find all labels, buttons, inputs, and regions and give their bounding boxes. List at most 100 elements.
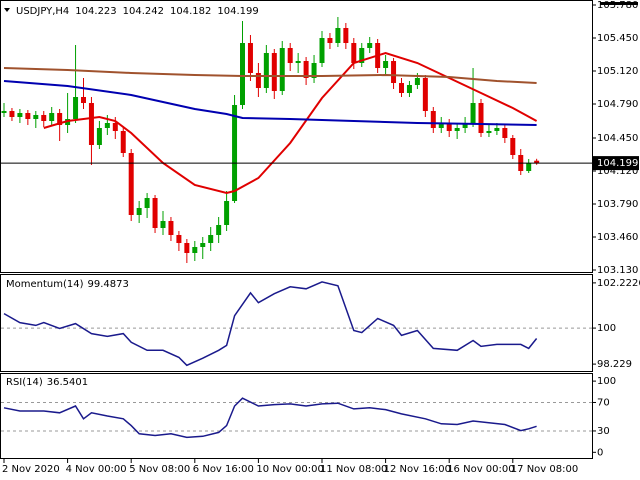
candle-body bbox=[128, 153, 134, 215]
candle-body bbox=[510, 138, 516, 155]
header-value: 99.4873 bbox=[88, 279, 129, 290]
candle-body bbox=[255, 73, 261, 88]
candle-body bbox=[1, 111, 7, 113]
candle-body bbox=[104, 123, 110, 128]
y-tick-label: 98.229 bbox=[597, 359, 632, 370]
candle-body bbox=[486, 131, 492, 133]
momentum-panel bbox=[0, 274, 593, 372]
candle-body bbox=[335, 28, 341, 43]
candle-body bbox=[438, 123, 444, 128]
y-tick-label: 100 bbox=[597, 376, 616, 387]
x-tick-label: 4 Nov 00:00 bbox=[66, 464, 127, 475]
candle-body bbox=[478, 103, 484, 133]
candle-body bbox=[73, 97, 79, 119]
candle-body bbox=[232, 105, 238, 201]
candle-body bbox=[184, 243, 190, 253]
moving-average bbox=[3, 80, 537, 126]
candle-body bbox=[33, 115, 39, 119]
candle-body bbox=[391, 61, 397, 83]
candle-body bbox=[81, 97, 86, 103]
x-tick-label: 6 Nov 16:00 bbox=[193, 464, 254, 475]
x-tick-label: 12 Nov 16:00 bbox=[384, 464, 451, 475]
y-tick-label: 104.790 bbox=[597, 99, 638, 110]
candle-body bbox=[263, 53, 269, 88]
candle-body bbox=[271, 53, 277, 91]
collapse-arrow bbox=[4, 8, 10, 12]
candle-body bbox=[406, 85, 412, 93]
price-label: 104.199 bbox=[597, 158, 638, 169]
candle-body bbox=[49, 113, 55, 121]
y-tick-label: 103.460 bbox=[597, 232, 638, 243]
y-tick-label: 100 bbox=[597, 323, 616, 334]
candle-body bbox=[327, 38, 333, 43]
candle-body bbox=[160, 221, 166, 228]
candle-body bbox=[208, 235, 214, 243]
rsi-panel bbox=[0, 373, 593, 459]
x-tick-label: 11 Nov 08:00 bbox=[320, 464, 387, 475]
candle-body bbox=[359, 48, 365, 63]
candle-body bbox=[502, 128, 508, 138]
x-tick-label: 5 Nov 08:00 bbox=[129, 464, 190, 475]
y-tick-label: 102.2226 bbox=[597, 278, 640, 289]
y-tick-label: 103.790 bbox=[597, 199, 638, 210]
candle-body bbox=[295, 61, 301, 63]
candle-body bbox=[17, 113, 23, 117]
y-tick-label: 70 bbox=[597, 397, 610, 408]
price-box bbox=[593, 156, 639, 171]
y-tick-label: 30 bbox=[597, 426, 610, 437]
x-tick-label: 17 Nov 08:00 bbox=[511, 464, 578, 475]
candle-body bbox=[414, 78, 420, 85]
y-tick-label: 105.120 bbox=[597, 66, 638, 77]
header-open: 104.223 bbox=[75, 6, 116, 17]
indicator-line bbox=[3, 281, 538, 367]
candle-body bbox=[303, 61, 309, 78]
candle-body bbox=[247, 43, 253, 73]
candle-body bbox=[343, 28, 349, 43]
indicator-line bbox=[3, 397, 537, 439]
candle-body bbox=[399, 83, 404, 93]
candle-body bbox=[88, 103, 94, 145]
candle-body bbox=[136, 208, 142, 215]
candle-body bbox=[144, 198, 150, 208]
candle-body bbox=[367, 43, 373, 48]
candle-body bbox=[112, 123, 118, 131]
y-tick-label: 104.120 bbox=[597, 166, 638, 177]
candle-body bbox=[57, 113, 63, 125]
candle-body bbox=[534, 160, 540, 164]
candle-body bbox=[311, 63, 317, 78]
main-panel bbox=[0, 0, 593, 273]
candle-body bbox=[224, 201, 230, 225]
header: USDJPY,H4 104.223 104.242 104.182 104.199 bbox=[16, 6, 259, 17]
candle-body bbox=[494, 128, 500, 131]
candle-body bbox=[200, 243, 206, 247]
candle-body bbox=[176, 235, 182, 243]
candle-body bbox=[454, 128, 460, 131]
candle-body bbox=[383, 61, 389, 68]
candle-body bbox=[240, 43, 245, 105]
x-tick-label: 16 Nov 00:00 bbox=[447, 464, 514, 475]
x-tick-label: 2 Nov 2020 bbox=[2, 464, 60, 475]
candle-body bbox=[351, 43, 357, 63]
candle-body bbox=[422, 78, 428, 111]
header-value: 36.5401 bbox=[47, 377, 88, 388]
candle-body bbox=[192, 247, 198, 253]
header-high: 104.242 bbox=[123, 6, 164, 17]
header-title: USDJPY,H4 bbox=[16, 6, 69, 17]
candle-body bbox=[216, 225, 222, 235]
header: RSI(14) 36.5401 bbox=[6, 377, 88, 388]
candle-body bbox=[319, 38, 325, 63]
candle-body bbox=[96, 128, 102, 145]
candle-body bbox=[41, 115, 47, 121]
scroll-marker bbox=[600, 2, 638, 5]
candle-body bbox=[25, 113, 31, 119]
y-tick-label: 105.780 bbox=[597, 0, 638, 11]
candle-body bbox=[120, 131, 126, 153]
candle-body bbox=[470, 103, 476, 123]
y-tick-label: 104.450 bbox=[597, 133, 638, 144]
candle-body bbox=[168, 221, 174, 235]
candle-body bbox=[287, 48, 293, 63]
header-title: Momentum(14) bbox=[6, 279, 84, 290]
header-close: 104.199 bbox=[217, 6, 258, 17]
